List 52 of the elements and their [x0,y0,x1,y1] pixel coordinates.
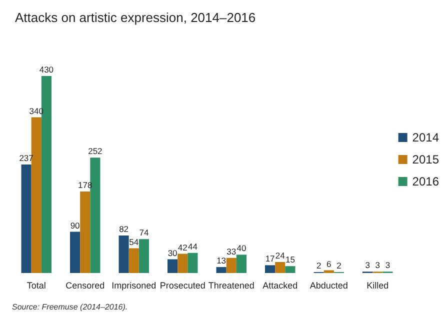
data-label: 13 [216,256,226,266]
bar [178,254,188,273]
bar [31,117,42,273]
data-label: 24 [275,250,286,261]
x-tick-label: Total [26,280,46,290]
x-tick-label: Censored [66,280,105,290]
bar [128,248,139,273]
bar [90,158,100,273]
data-label: 42 [178,242,188,252]
bar [275,262,286,273]
legend-label: 2016 [412,174,440,188]
data-label: 54 [129,236,139,247]
data-label: 3 [365,260,370,270]
data-label: 430 [39,64,54,75]
data-label: 2 [336,260,342,271]
data-label: 252 [88,146,103,156]
legend-label: 2015 [412,152,440,166]
x-tick-label: Killed [366,280,389,290]
data-label: 3 [385,260,390,270]
bar [70,232,80,273]
bar [216,267,226,273]
data-label: 90 [70,220,80,230]
data-label: 82 [119,224,129,234]
data-label: 44 [188,241,198,252]
bar [188,252,198,273]
bar [21,164,32,273]
x-tick-label: Abducted [310,280,348,290]
source-note: Source: Freemuse (2014–2016). [12,302,128,312]
legend-label: 2014 [412,130,440,144]
bar [168,259,178,273]
data-label: 33 [226,246,236,256]
data-label: 30 [168,248,178,258]
bar [80,191,90,273]
bar [265,265,276,273]
x-tick-label: Threatened [208,280,254,290]
bar [324,270,334,273]
data-label: 17 [265,254,276,264]
data-label: 15 [285,254,296,265]
chart-title: Attacks on artistic expression, 2014–2016 [15,10,256,25]
bar [285,266,296,273]
data-label: 6 [326,258,332,269]
bar [138,239,149,273]
data-label: 2 [316,260,322,271]
bar [118,235,129,273]
data-label: 3 [375,260,380,270]
data-label: 74 [139,228,149,238]
x-tick-label: Prosecuted [160,280,206,290]
data-label: 40 [236,243,246,254]
x-tick-label: Attacked [262,280,298,290]
bar [236,254,246,273]
x-tick-label: Imprisoned [112,280,156,290]
bar [226,258,236,273]
